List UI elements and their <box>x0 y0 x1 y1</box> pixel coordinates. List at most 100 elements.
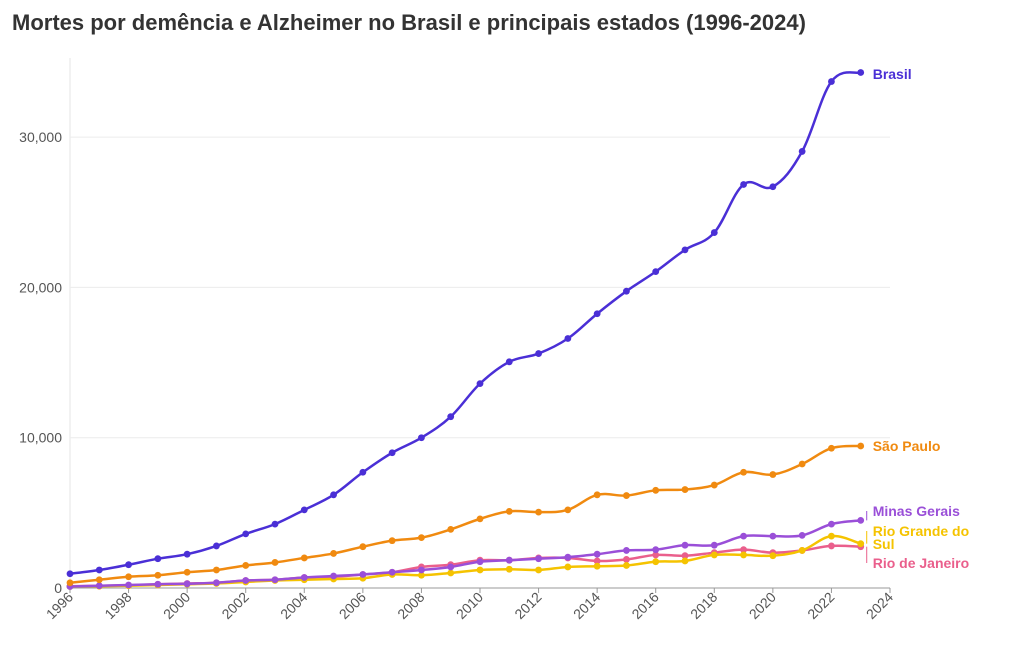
data-point <box>330 550 337 557</box>
data-point <box>154 571 162 579</box>
data-point <box>593 557 601 565</box>
data-point <box>300 506 308 514</box>
data-point <box>623 492 630 499</box>
data-point <box>710 551 718 559</box>
y-tick-label: 20,000 <box>19 279 62 295</box>
data-point <box>857 69 865 76</box>
data-point <box>476 515 484 523</box>
data-point <box>66 570 74 578</box>
x-tick-label: 2006 <box>336 589 369 622</box>
data-point <box>652 546 660 554</box>
x-tick-label: 2018 <box>687 589 720 622</box>
data-point <box>769 183 777 191</box>
data-point <box>740 181 747 188</box>
data-point <box>535 555 542 563</box>
data-point <box>359 468 367 476</box>
x-tick-label: 2024 <box>863 589 896 622</box>
y-axis: 0 10,000 20,000 30,000 <box>19 129 62 596</box>
data-point <box>681 246 689 254</box>
data-point <box>95 582 103 590</box>
data-point <box>710 229 718 236</box>
data-point <box>740 551 747 559</box>
series-label-minas-gerais: Minas Gerais <box>873 503 960 519</box>
data-point <box>535 566 542 574</box>
data-point <box>798 547 806 554</box>
data-point <box>213 566 220 574</box>
series-line <box>69 444 861 584</box>
series-sao-paulo <box>66 442 865 587</box>
data-point <box>300 554 308 562</box>
data-point <box>652 551 660 559</box>
data-point <box>418 571 425 579</box>
data-point <box>857 540 865 548</box>
data-point <box>828 78 835 85</box>
data-point <box>798 460 806 468</box>
series-label-line: Rio Grande do <box>873 523 969 539</box>
data-point <box>66 579 74 587</box>
x-tick-label: 2010 <box>453 589 486 622</box>
series-labels: Brasil São Paulo Minas Gerais Rio Grande do… <box>866 66 969 571</box>
data-point <box>154 555 162 563</box>
data-point <box>271 576 279 584</box>
data-point <box>593 310 601 318</box>
data-point <box>418 566 425 574</box>
data-point <box>447 525 455 533</box>
data-point <box>183 580 191 588</box>
x-tick-label: 1996 <box>43 589 76 622</box>
series-label-rio-de-janeiro: Rio de Janeiro <box>873 555 969 571</box>
data-point <box>213 542 220 550</box>
data-point <box>681 486 689 493</box>
data-point <box>242 577 250 584</box>
data-point <box>213 579 220 587</box>
data-point <box>798 148 806 155</box>
data-point <box>652 268 660 276</box>
data-point <box>828 444 835 452</box>
data-point <box>125 573 132 581</box>
data-point <box>828 520 835 528</box>
data-point <box>125 561 132 569</box>
data-point <box>447 569 455 577</box>
data-point <box>505 556 513 564</box>
data-point <box>476 558 484 566</box>
data-point <box>183 568 191 576</box>
x-tick-label: 1998 <box>101 589 134 622</box>
x-axis: 1996 1998 2000 2002 2004 2006 2008 2010 2012 2014… <box>43 588 896 622</box>
data-point <box>710 481 718 489</box>
data-point <box>681 552 689 560</box>
x-tick-label: 2020 <box>746 589 779 622</box>
data-point <box>769 552 777 560</box>
data-point <box>271 559 279 566</box>
data-point <box>798 532 806 539</box>
data-point <box>505 565 513 573</box>
data-point <box>418 534 425 542</box>
x-tick-label: 2016 <box>628 589 661 622</box>
data-point <box>447 413 455 421</box>
data-point <box>740 532 747 540</box>
data-point <box>388 537 396 545</box>
data-point <box>828 542 835 550</box>
data-point <box>476 566 484 574</box>
x-tick-label: 2008 <box>394 589 427 622</box>
data-point <box>388 568 396 576</box>
data-point <box>505 507 513 515</box>
data-point <box>564 506 572 514</box>
data-point <box>623 562 630 569</box>
data-point <box>769 532 777 540</box>
data-point <box>125 581 132 589</box>
data-point <box>652 558 660 566</box>
y-tick-label: 10,000 <box>19 430 62 446</box>
data-point <box>564 553 572 561</box>
chart-title: Mortes por demência e Alzheimer no Brasi… <box>12 10 806 35</box>
data-point <box>447 563 455 571</box>
data-point <box>857 516 865 524</box>
data-point <box>593 550 601 558</box>
data-point <box>623 287 630 295</box>
data-point <box>330 572 337 580</box>
data-point <box>154 580 162 588</box>
data-point <box>95 576 103 584</box>
series-line <box>69 519 861 588</box>
x-tick-label: 2014 <box>570 589 603 622</box>
data-point <box>505 358 513 366</box>
data-point <box>564 335 572 342</box>
